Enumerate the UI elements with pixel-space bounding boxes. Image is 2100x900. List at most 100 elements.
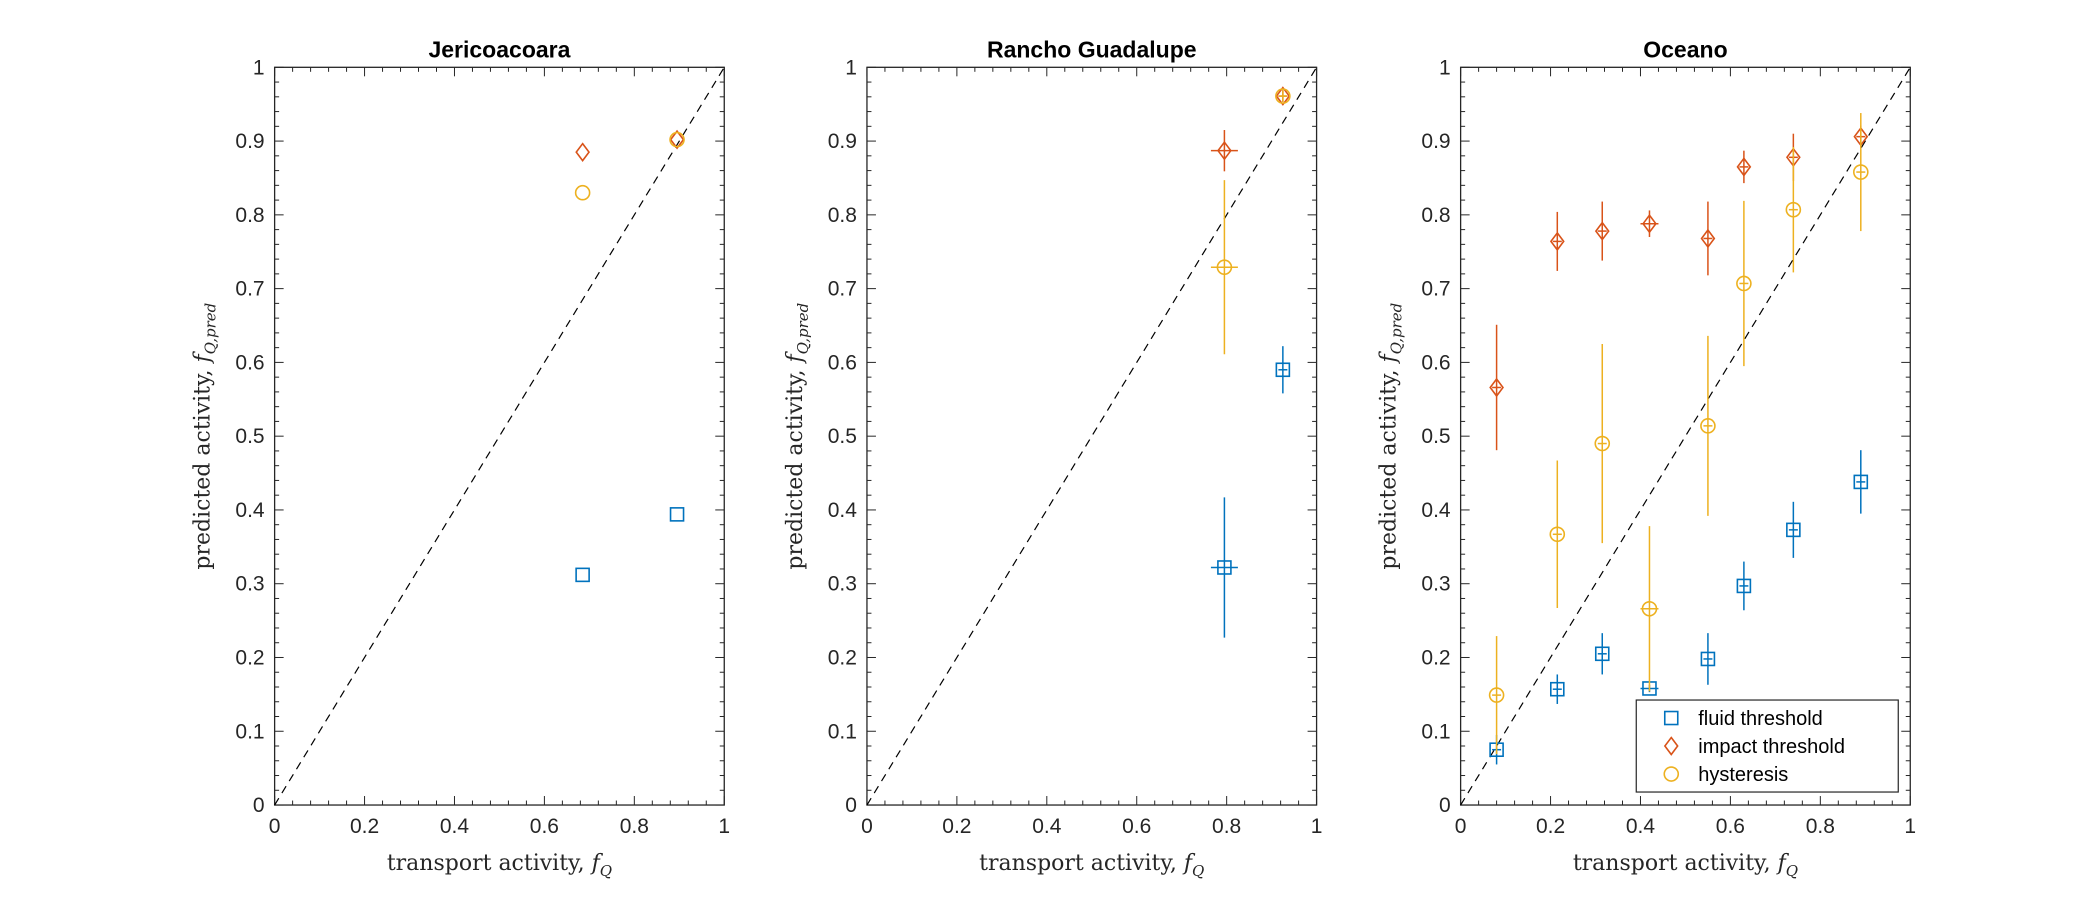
y-tick-label: 1 (845, 56, 857, 79)
x-axis-label: transport activity, fQ (1573, 851, 1798, 880)
y-tick-label: 0.2 (235, 646, 264, 669)
x-axis-label: transport activity, fQ (387, 851, 612, 880)
y-tick-label: 0.5 (235, 425, 264, 448)
y-tick-label: 0.6 (1421, 351, 1450, 374)
x-tick-label: 0.8 (620, 815, 649, 838)
legend-box (1635, 699, 1899, 793)
y-tick-label: 0.7 (828, 278, 857, 301)
y-tick-label: 0.2 (1421, 646, 1450, 669)
x-tick-label: 0.2 (350, 815, 379, 838)
data-point-hysteresis (1488, 687, 1505, 703)
data-point-hysteresis (1736, 275, 1752, 292)
y-tick-label: 0.4 (235, 499, 265, 522)
y-tick-label: 0.1 (828, 720, 857, 743)
series-hysteresis (574, 131, 685, 201)
y-tick-label: 0.1 (1421, 720, 1450, 743)
panel-title: Jericoacoara (428, 36, 570, 62)
legend-label-fluid: fluid threshold (1698, 708, 1823, 730)
data-point-hysteresis (669, 131, 685, 148)
y-tick-label: 0.8 (235, 204, 264, 227)
panel-title: Oceano (1643, 36, 1727, 62)
x-tick-label: 1 (718, 815, 730, 838)
y-tick-label: 0.3 (828, 573, 857, 596)
y-tick-label: 0.4 (1421, 499, 1451, 522)
series-fluid (575, 507, 685, 583)
y-tick-label: 0.6 (828, 351, 857, 374)
x-tick-label: 0.2 (1536, 815, 1565, 838)
x-tick-label: 0.6 (1122, 815, 1151, 838)
data-point-hysteresis (1275, 88, 1291, 104)
x-tick-label: 1 (1311, 815, 1323, 838)
y-tick-label: 0.2 (828, 646, 857, 669)
x-tick-label: 1 (1904, 815, 1916, 838)
data-point-fluid (1736, 578, 1752, 594)
data-point-fluid (1594, 646, 1610, 662)
legend-marker-impact (1663, 736, 1679, 756)
y-tick-label: 0.8 (828, 204, 857, 227)
y-tick-label: 0.3 (1421, 573, 1450, 596)
x-tick-label: 0.2 (942, 815, 971, 838)
data-point-impact (575, 142, 590, 162)
y-tick-label: 0.9 (1421, 130, 1450, 153)
x-tick-label: 0.4 (1032, 815, 1062, 838)
data-point-fluid (1217, 560, 1232, 575)
data-point-fluid (1853, 474, 1869, 490)
y-tick-label: 0.5 (1421, 425, 1450, 448)
y-tick-label: 0.5 (828, 425, 857, 448)
y-tick-label: 0.6 (235, 351, 264, 374)
y-tick-label: 0.3 (235, 573, 264, 596)
y-tick-label: 1 (253, 56, 265, 79)
x-tick-label: 0 (1455, 815, 1467, 838)
y-tick-label: 0.1 (235, 720, 264, 743)
series-hysteresis (1488, 113, 1869, 755)
data-point-impact (1489, 377, 1504, 398)
legend-label-hysteresis: hysteresis (1698, 764, 1788, 786)
x-tick-label: 0.6 (1716, 815, 1745, 838)
x-tick-label: 0.8 (1212, 815, 1241, 838)
data-point-impact (1217, 140, 1232, 161)
series-impact (575, 129, 685, 162)
y-tick-label: 0.7 (235, 278, 264, 301)
y-tick-label: 0 (1439, 794, 1451, 817)
data-point-hysteresis (1852, 164, 1869, 180)
legend-marker-hysteresis (1663, 766, 1680, 782)
data-point-fluid (1786, 522, 1801, 538)
x-tick-label: 0 (861, 815, 873, 838)
series-fluid (1210, 346, 1291, 638)
data-point-hysteresis (1641, 600, 1658, 617)
y-tick-label: 1 (1439, 56, 1451, 79)
x-axis-label: transport activity, fQ (979, 851, 1204, 880)
data-point-impact (1736, 157, 1752, 177)
data-point-hysteresis (574, 184, 591, 201)
data-point-hysteresis (1549, 526, 1566, 543)
x-tick-label: 0 (269, 815, 281, 838)
y-axis-label: predicted activity, fQ,pred (191, 303, 220, 570)
panel-1: 0 0.2 0.4 0.6 0.8 1 0 0.1 0.2 0.3 0.4 0.5 0.6 0.7 0.8 0… (191, 36, 730, 880)
data-point-hysteresis (1700, 418, 1716, 434)
panel-title: Rancho Guadalupe (987, 36, 1197, 62)
one-to-one-line (1460, 66, 1911, 806)
data-point-impact (669, 129, 685, 150)
data-point-fluid (1549, 681, 1565, 697)
y-axis-label: predicted activity, fQ,pred (1377, 303, 1406, 570)
y-tick-label: 0.8 (1421, 204, 1450, 227)
y-tick-label: 0.9 (235, 130, 264, 153)
y-tick-label: 0 (253, 794, 265, 817)
data-point-impact (1700, 228, 1716, 249)
y-tick-label: 0 (845, 794, 857, 817)
legend-marker-fluid (1663, 710, 1679, 726)
y-tick-label: 0.7 (1421, 278, 1450, 301)
series-fluid (1489, 450, 1869, 765)
y-tick-label: 0.9 (828, 130, 857, 153)
data-point-impact (1642, 213, 1657, 234)
y-tick-label: 0.4 (828, 499, 858, 522)
data-point-impact (1549, 231, 1565, 252)
legend-label-impact: impact threshold (1698, 736, 1845, 758)
panel-3: 0 0.2 0.4 0.6 0.8 1 0 0.1 0.2 0.3 0.4 0.5 0.6 0.7 0.8 0… (1377, 36, 1916, 880)
one-to-one-line (274, 66, 725, 806)
data-point-hysteresis (1594, 435, 1611, 452)
legend: fluid threshold impact threshold hysteresi… (1635, 699, 1899, 793)
series-hysteresis (1210, 88, 1291, 355)
data-point-impact (1594, 221, 1610, 241)
